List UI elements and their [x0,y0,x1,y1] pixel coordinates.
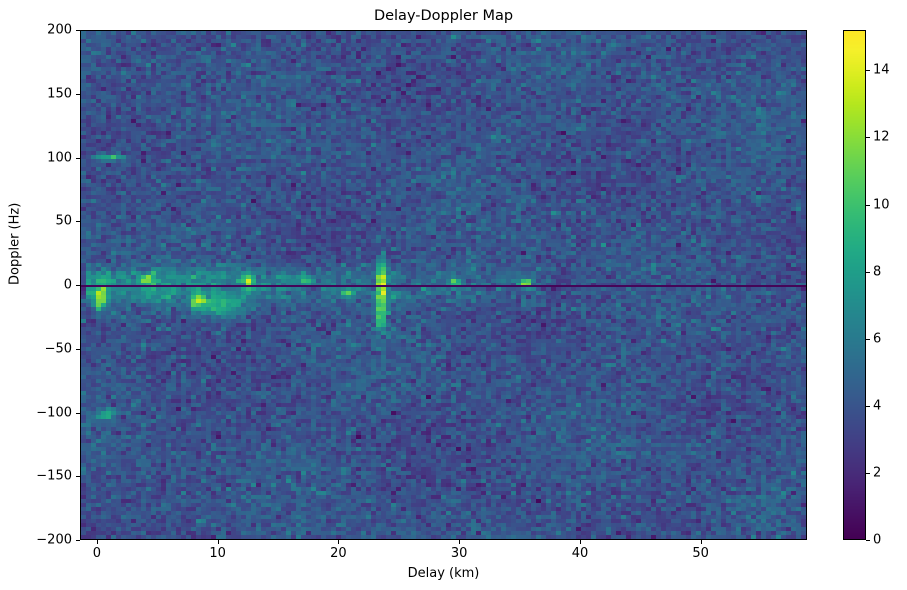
colorbar-tick-label-0: 0 [873,532,882,548]
y-tick--100 [76,412,80,414]
y-tick-100 [76,157,80,159]
colorbar-tick-4 [866,405,870,407]
y-tick-label-200: 200 [47,22,72,38]
y-tick-label-100: 100 [47,150,72,165]
colorbar[interactable] [843,30,866,540]
x-tick-label-40: 40 [571,546,589,561]
y-tick-label--50: −50 [44,341,72,357]
x-tick-30 [459,540,461,544]
y-tick-150 [76,93,80,95]
x-tick-10 [217,540,219,544]
colorbar-tick-10 [866,204,870,206]
colorbar-tick-14 [866,70,870,72]
delay-doppler-map-axes[interactable] [80,30,807,540]
delay-doppler-heatmap-image[interactable] [81,31,806,539]
y-tick-label-0: 0 [63,277,72,293]
y-tick-label--150: −150 [36,468,72,484]
y-tick-200 [76,30,80,32]
colorbar-tick-label-4: 4 [873,398,882,414]
y-tick--200 [76,540,80,542]
y-tick--150 [76,476,80,478]
x-axis-label: Delay (km) [407,566,480,581]
colorbar-tick-2 [866,472,870,474]
x-tick-label-10: 10 [209,546,226,561]
y-tick-0 [76,285,80,287]
x-tick-0 [96,540,98,544]
y-axis-label: Doppler (Hz) [7,202,23,285]
colorbar-tick-label-12: 12 [873,129,890,145]
y-tick-label--100: −100 [36,405,72,420]
colorbar-tick-label-2: 2 [873,465,882,481]
x-tick-label-0: 0 [92,546,102,561]
colorbar-tick-label-8: 8 [873,264,882,280]
y-tick-label--200: −200 [36,532,72,548]
colorbar-tick-0 [866,540,870,542]
colorbar-tick-8 [866,271,870,273]
y-tick--50 [76,348,80,350]
colorbar-gradient [844,31,865,539]
x-tick-20 [338,540,340,544]
y-tick-label-150: 150 [47,86,72,102]
colorbar-tick-label-6: 6 [873,331,882,347]
colorbar-tick-label-10: 10 [873,197,890,212]
x-tick-50 [700,540,702,544]
chart-title: Delay-Doppler Map [373,8,514,24]
x-tick-40 [580,540,582,544]
colorbar-tick-12 [866,137,870,139]
x-tick-label-50: 50 [692,546,709,561]
y-tick-50 [76,221,80,223]
x-tick-label-20: 20 [330,546,347,561]
y-axis-label-container: Doppler (Hz) [7,0,31,590]
x-tick-label-30: 30 [450,546,468,561]
colorbar-tick-label-14: 14 [873,62,890,78]
colorbar-tick-6 [866,338,870,340]
y-tick-label-50: 50 [55,213,72,229]
